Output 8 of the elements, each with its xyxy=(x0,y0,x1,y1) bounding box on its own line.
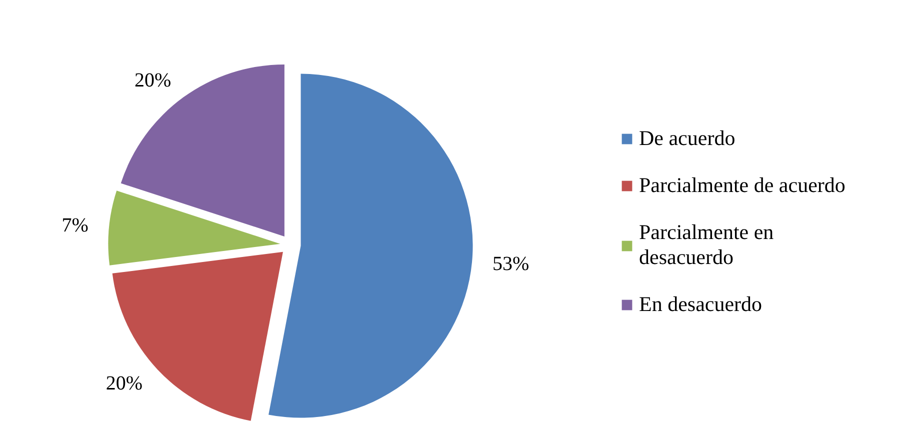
data-label: 20% xyxy=(134,70,172,92)
legend-label: De acuerdo xyxy=(639,126,736,151)
data-label: 7% xyxy=(62,214,88,237)
data-label: 53% xyxy=(492,252,530,275)
legend-label: Parcialmente de acuerdo xyxy=(639,173,846,198)
data-label: 20% xyxy=(106,372,143,395)
legend-label: En desacuerdo xyxy=(639,292,762,317)
legend-label: Parcialmente en desacuerdo xyxy=(639,220,774,270)
